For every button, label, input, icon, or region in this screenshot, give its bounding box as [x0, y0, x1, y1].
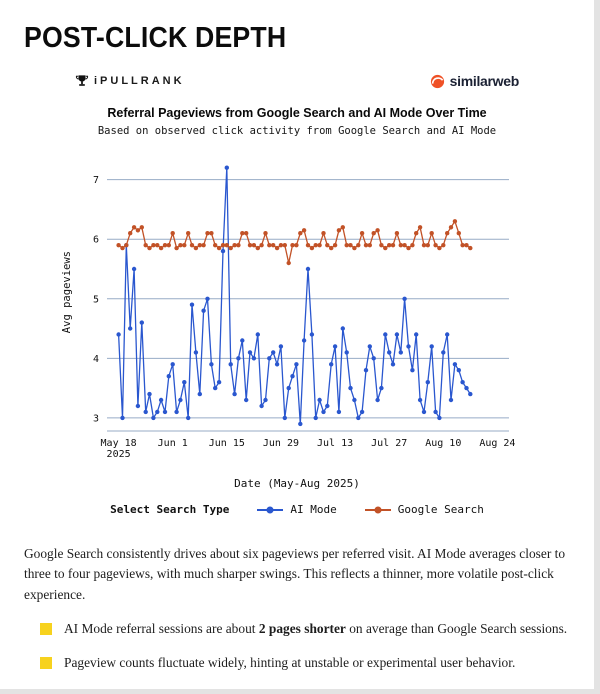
bullet-text-prefix: AI Mode referral sessions are about: [64, 621, 259, 637]
svg-text:4: 4: [93, 354, 99, 365]
svg-text:2025: 2025: [107, 449, 131, 460]
svg-text:Aug 24: Aug 24: [479, 438, 515, 449]
ai-mode-line-icon: [257, 506, 284, 513]
ipullrank-logo: iPULLRANK: [75, 74, 185, 88]
bullet-text-suffix: on average than Google Search sessions.: [345, 621, 568, 637]
svg-text:7: 7: [93, 175, 99, 186]
svg-text:Jun 29: Jun 29: [263, 438, 299, 449]
google-search-line-icon: [364, 506, 391, 513]
similarweb-label: similarweb: [449, 73, 520, 89]
svg-text:5: 5: [93, 294, 99, 305]
ipullrank-label: iPULLRANK: [94, 75, 185, 87]
list-item: Pageview counts fluctuate widely, hintin…: [40, 654, 570, 673]
svg-text:Aug 10: Aug 10: [425, 438, 461, 449]
summary-paragraph: Google Search consistently drives about …: [24, 546, 566, 602]
chart-legend: Select Search Type AI Mode Google Search: [61, 503, 533, 516]
svg-text:Jun 15: Jun 15: [209, 438, 245, 449]
legend-label: AI Mode: [290, 503, 337, 516]
bullet-text-bold: 2 pages shorter: [258, 621, 346, 637]
page-title: POST-CLICK DEPTH: [24, 22, 287, 54]
legend-item-ai-mode: AI Mode: [257, 503, 337, 516]
bullet-text: AI Mode referral sessions are about 2 pa…: [64, 620, 567, 639]
x-axis-label: Date (May-Aug 2025): [234, 477, 360, 490]
legend-item-google-search: Google Search: [364, 503, 484, 516]
trophy-icon: [75, 75, 89, 86]
legend-label: Google Search: [397, 503, 484, 516]
chart-subtitle: Based on observed click activity from Go…: [97, 125, 497, 137]
svg-text:Jul 27: Jul 27: [371, 438, 407, 449]
svg-text:Jul 13: Jul 13: [317, 438, 353, 449]
legend-title: Select Search Type: [110, 503, 230, 516]
bullet-text: Pageview counts fluctuate widely, hintin…: [64, 654, 515, 673]
bullet-text-prefix: Pageview counts fluctuate widely, hintin…: [64, 654, 516, 670]
chart-title: Referral Pageviews from Google Search an…: [107, 106, 487, 120]
chart-figure: iPULLRANK similarweb Referral Pageviews …: [61, 69, 533, 516]
svg-text:Jun 1: Jun 1: [158, 438, 188, 449]
similarweb-logo: similarweb: [430, 73, 519, 89]
svg-text:6: 6: [93, 235, 99, 246]
bullet-marker: [40, 656, 52, 669]
google-search-dot-icon: [374, 506, 382, 513]
svg-text:3: 3: [93, 413, 99, 424]
bullet-marker: [40, 623, 52, 636]
plot-row: Avg pageviews 3 4 5 6 7 May 18 2025 Jun 1 Jun 15…: [61, 143, 533, 475]
svg-text:May 18: May 18: [101, 438, 137, 449]
y-axis-label: Avg pageviews: [61, 250, 73, 334]
similarweb-icon: [430, 74, 444, 88]
logos-row: iPULLRANK similarweb: [61, 69, 533, 89]
ai-mode-dot-icon: [266, 506, 274, 513]
list-item: AI Mode referral sessions are about 2 pa…: [40, 620, 570, 639]
